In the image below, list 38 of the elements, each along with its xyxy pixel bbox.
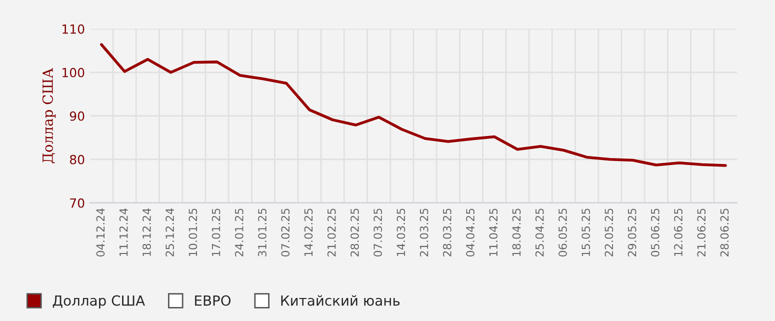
x-tick-label: 10.01.25	[188, 208, 198, 256]
legend-label: Китайский юань	[281, 295, 400, 306]
x-tick-label: 24.01.25	[234, 208, 244, 256]
x-tick-label: 18.04.25	[512, 208, 521, 256]
y-tick-label: 110	[62, 24, 84, 34]
x-tick-label: 11.12.24	[119, 208, 128, 256]
x-tick-label: 12.06.25	[674, 208, 682, 256]
x-tick-label: 28.03.25	[442, 208, 452, 256]
x-tick-label: 07.03.25	[374, 208, 382, 256]
line-series	[100, 43, 727, 167]
y-axis-title: Доллар США	[42, 68, 56, 164]
x-tick-label: 06.05.25	[558, 208, 567, 256]
x-tick-label: 14.02.25	[304, 208, 313, 256]
x-tick-label: 28.02.25	[350, 208, 359, 256]
x-tick-label: 05.06.25	[650, 208, 660, 256]
x-tick-label: 17.01.25	[212, 208, 220, 256]
x-tick-label: 21.06.25	[697, 208, 706, 256]
x-tick-label: 25.12.24	[166, 208, 174, 256]
x-tick-label: 18.12.24	[142, 208, 151, 256]
y-tick-label: 90	[70, 111, 84, 121]
x-tick-label: 07.02.25	[281, 208, 290, 256]
x-tick-label: 21.03.25	[420, 208, 428, 256]
y-tick-label: 70	[70, 198, 84, 208]
y-tick-label: 80	[70, 154, 84, 164]
legend-label: Доллар США	[52, 295, 145, 308]
x-tick-label: 29.05.25	[628, 208, 636, 256]
x-tick-label: 28.06.25	[720, 208, 729, 256]
x-tick-label: 22.05.25	[604, 208, 614, 256]
x-tick-label: 14.03.25	[396, 208, 406, 256]
x-tick-label: 04.12.24	[96, 208, 105, 256]
x-tick-label: 15.05.25	[582, 208, 590, 256]
y-tick-label: 100	[62, 68, 84, 78]
x-tick-label: 25.04.25	[535, 208, 544, 256]
legend-label: ЕВРО	[195, 295, 231, 306]
x-tick-label: 21.02.25	[327, 208, 336, 256]
x-tick-label: 31.01.25	[258, 208, 266, 256]
x-tick-label: 11.04.25	[489, 208, 498, 256]
x-tick-label: 04.04.25	[466, 208, 474, 256]
